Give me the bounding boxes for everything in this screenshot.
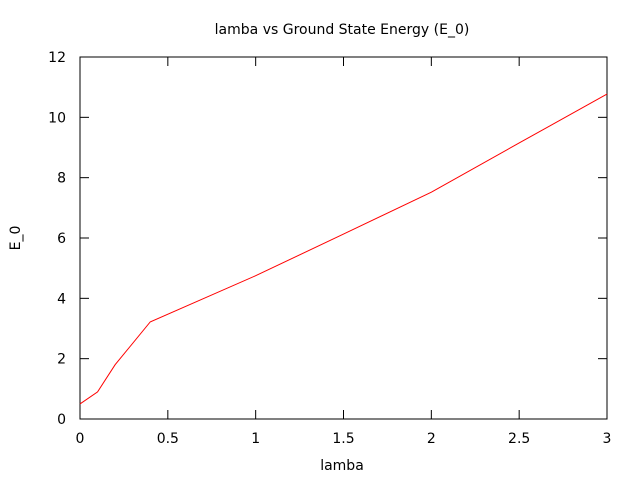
x-tick-label: 2.5 (508, 431, 530, 447)
x-axis-label: lamba (320, 458, 364, 474)
y-tick-label: 12 (48, 50, 66, 66)
x-tick-label: 3 (603, 431, 612, 447)
y-tick-label: 4 (57, 291, 66, 307)
series-layer (79, 93, 608, 405)
x-tick-label: 0 (76, 431, 85, 447)
y-tick-label: 2 (57, 352, 66, 368)
plot-area: 0 0.5 1 1.5 2 2.5 3 0 2 4 6 8 10 12 (48, 50, 611, 447)
y-tick-label: 6 (57, 231, 66, 247)
x-tick-label: 1.5 (332, 431, 354, 447)
y-axis: 0 2 4 6 8 10 12 (48, 50, 607, 428)
y-tick-label: 0 (57, 412, 66, 428)
series-line (79, 93, 608, 405)
x-tick-label: 0.5 (157, 431, 179, 447)
x-axis: 0 0.5 1 1.5 2 2.5 3 (76, 57, 612, 447)
plot-frame (79, 56, 608, 420)
chart-title: lamba vs Ground State Energy (E_0) (215, 22, 470, 38)
y-tick-label: 10 (48, 110, 66, 126)
x-tick-label: 1 (251, 431, 260, 447)
y-axis-label: E_0 (8, 226, 24, 251)
y-tick-label: 8 (57, 171, 66, 187)
x-tick-label: 2 (427, 431, 436, 447)
